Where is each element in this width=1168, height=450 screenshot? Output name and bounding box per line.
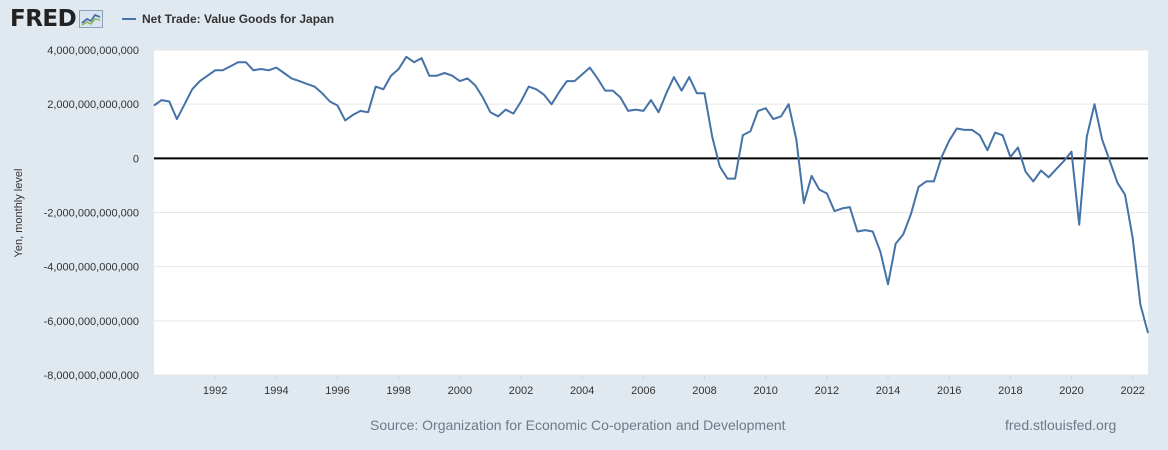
header: FRED Net Trade: Value Goods for Japan (0, 0, 1168, 40)
x-tick-label: 2002 (509, 385, 533, 397)
y-axis: 4,000,000,000,000 2,000,000,000,000 0 -2,00… (44, 45, 139, 382)
x-tick-label: 2014 (876, 385, 900, 397)
x-tick-label: 2022 (1120, 385, 1144, 397)
fred-logo[interactable]: FRED (10, 6, 104, 32)
site-url[interactable]: fred.stlouisfed.org (1005, 417, 1117, 433)
x-tick-label: 2000 (448, 385, 472, 397)
logo-text: FRED (10, 6, 77, 32)
y-axis-label: Yen, monthly level (13, 169, 25, 258)
y-tick-label: -4,000,000,000,000 (44, 262, 139, 274)
y-tick-label: -6,000,000,000,000 (44, 316, 139, 328)
line-chart: 4,000,000,000,000 2,000,000,000,000 0 -2,00… (13, 45, 1149, 397)
series-line[interactable] (153, 55, 1149, 334)
x-tick-label: 2010 (753, 385, 777, 397)
x-tick-label: 2020 (1059, 385, 1083, 397)
legend-swatch (122, 18, 136, 20)
y-tick-label: 2,000,000,000,000 (47, 99, 139, 111)
source-note: Source: Organization for Economic Co-ope… (370, 417, 786, 433)
x-tick-label: 1994 (264, 385, 288, 397)
x-tick-label: 2004 (570, 385, 594, 397)
x-axis: 1992 1994 1996 1998 2000 2002 2004 2006 2008 2010… (203, 375, 1145, 397)
y-tick-label: -8,000,000,000,000 (44, 370, 139, 382)
legend-label: Net Trade: Value Goods for Japan (142, 12, 335, 26)
chart-legend[interactable]: Net Trade: Value Goods for Japan (122, 12, 334, 26)
x-tick-label: 2012 (815, 385, 839, 397)
x-tick-label: 2018 (998, 385, 1022, 397)
x-tick-label: 2006 (631, 385, 655, 397)
series-layer (153, 55, 1149, 334)
logo-chart-icon (79, 10, 104, 28)
y-tick-label: 0 (133, 153, 139, 165)
x-tick-label: 1992 (203, 385, 227, 397)
x-tick-label: 1998 (386, 385, 410, 397)
x-tick-label: 2016 (937, 385, 961, 397)
x-tick-label: 1996 (325, 385, 349, 397)
y-tick-label: -2,000,000,000,000 (44, 208, 139, 220)
y-tick-label: 4,000,000,000,000 (47, 45, 139, 57)
x-tick-label: 2008 (692, 385, 716, 397)
